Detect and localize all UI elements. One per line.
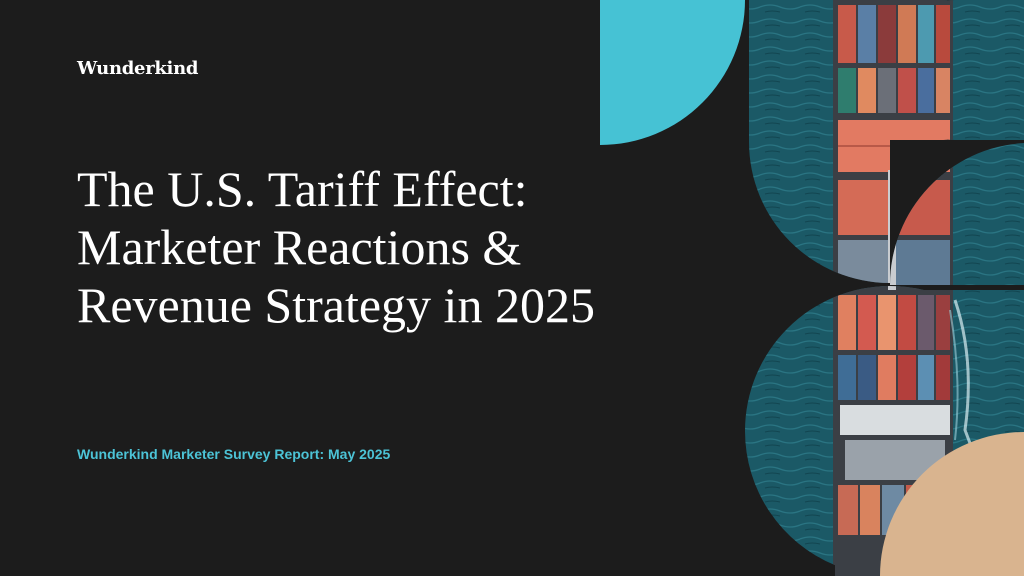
title-line-2: Marketer Reactions & (77, 219, 522, 275)
report-subtitle: Wunderkind Marketer Survey Report: May 2… (77, 446, 391, 462)
teal-quarter-shape (600, 0, 745, 145)
report-title: The U.S. Tariff Effect: Marketer Reactio… (77, 160, 697, 334)
title-line-1: The U.S. Tariff Effect: (77, 161, 528, 217)
wunderkind-logo: Wunderkind (77, 58, 199, 79)
title-line-3: Revenue Strategy in 2025 (77, 277, 595, 333)
sand-quarter-shape (880, 432, 1024, 576)
container-ship-image (600, 0, 1024, 576)
